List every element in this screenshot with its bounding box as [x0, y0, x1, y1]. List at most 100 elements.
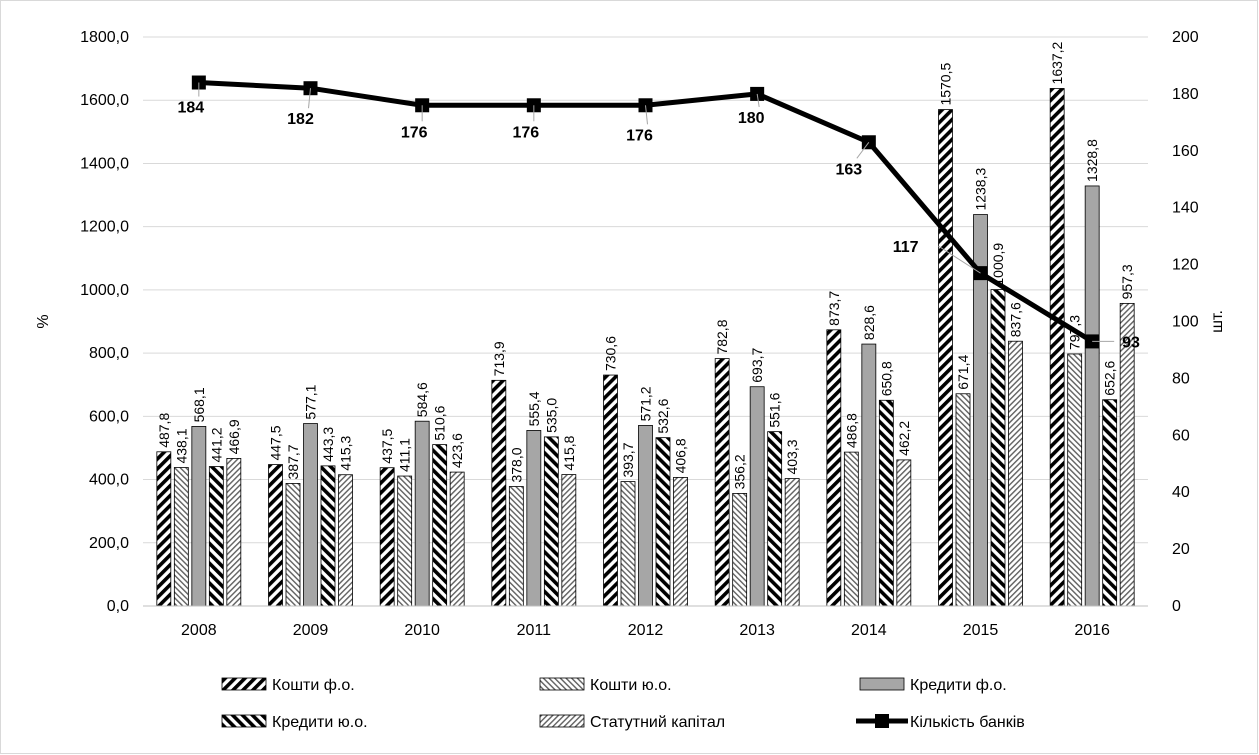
bar: [208, 466, 224, 607]
bar: [226, 458, 242, 607]
bar-value-label: 532,6: [655, 398, 671, 433]
bars-layer: [156, 88, 1135, 607]
bar-value-label: 406,8: [673, 438, 689, 473]
line-label-leader: [645, 105, 648, 125]
y-right-tick-label: 160: [1172, 143, 1199, 160]
bar: [1008, 340, 1023, 607]
bar: [990, 289, 1006, 607]
bar: [432, 444, 448, 607]
bar: [543, 436, 559, 607]
bar: [826, 329, 842, 607]
bar-value-label: 466,9: [226, 419, 242, 454]
y-right-tick-label: 20: [1172, 541, 1190, 558]
bar: [767, 431, 783, 607]
bar-value-label: 693,7: [749, 347, 765, 382]
bar: [784, 478, 800, 607]
bar: [397, 475, 413, 607]
bar: [938, 109, 953, 607]
bar-value-label: 486,8: [843, 413, 859, 448]
y-right-tick-label: 180: [1172, 86, 1199, 103]
y-left-tick-label: 1800,0: [80, 29, 129, 46]
bar: [878, 399, 894, 607]
bar: [320, 465, 336, 607]
bar: [620, 481, 636, 607]
bar-value-label: 438,1: [173, 428, 189, 463]
bar: [173, 467, 189, 607]
bar-value-label: 411,1: [397, 438, 413, 472]
bar-value-label: 713,9: [491, 341, 507, 376]
bar-value-label: 671,4: [955, 355, 971, 390]
bar: [673, 477, 688, 607]
bar: [896, 459, 912, 607]
line-label-leader: [938, 245, 981, 274]
bar-value-label: 447,5: [268, 425, 284, 460]
bank-count-label: 182: [287, 111, 314, 128]
bank-count-label: 93: [1122, 334, 1140, 351]
bar: [861, 343, 877, 607]
bank-count-label: 184: [177, 100, 204, 117]
bar-value-label: 577,1: [303, 384, 319, 419]
legend-label: Кількість банків: [910, 714, 1025, 731]
bank-count-label: 180: [738, 110, 765, 127]
bar-value-label: 571,2: [638, 386, 654, 421]
line-layer: [191, 75, 1115, 349]
bar: [1084, 185, 1100, 607]
bar: [379, 467, 395, 607]
y-left-tick-label: 800,0: [89, 345, 129, 362]
legend-swatch: [221, 677, 267, 691]
legend-marker: [875, 714, 889, 728]
bar-value-label: 487,8: [156, 413, 172, 448]
x-tick-label: 2013: [739, 622, 775, 639]
bar: [732, 493, 748, 607]
y-right-tick-label: 100: [1172, 314, 1199, 331]
bar-value-label: 1570,5: [938, 63, 954, 106]
bank-count-label: 163: [835, 161, 862, 178]
bar-value-label: 378,0: [508, 447, 524, 482]
bar-value-label: 437,5: [379, 428, 395, 463]
bar-value-label: 1328,8: [1084, 139, 1100, 182]
y-left-tick-label: 200,0: [89, 535, 129, 552]
y-right-tick-label: 200: [1172, 29, 1199, 46]
legend-label: Кредити ф.о.: [910, 677, 1007, 694]
line-label-leader: [308, 88, 311, 109]
bar: [561, 474, 577, 607]
bar: [655, 437, 671, 607]
bar-value-label: 443,3: [320, 427, 336, 462]
legend-swatch: [539, 677, 585, 691]
bar: [526, 430, 542, 607]
bar-value-label: 551,6: [767, 392, 783, 427]
bar-value-label: 1000,9: [990, 243, 1006, 286]
x-tick-label: 2012: [628, 622, 664, 639]
bank-count-label: 176: [626, 127, 653, 144]
bar: [508, 486, 524, 607]
bar: [449, 471, 465, 607]
bar-value-label: 797,3: [1067, 315, 1083, 350]
y-left-tick-label: 0,0: [107, 598, 129, 615]
bar-value-label: 510,6: [432, 405, 448, 440]
bar: [268, 464, 283, 607]
y-left-tick-label: 1200,0: [80, 219, 129, 236]
bar-value-label: 393,7: [620, 442, 636, 477]
bar: [955, 393, 971, 607]
y-right-tick-label: 140: [1172, 200, 1199, 217]
data-labels-layer: 487,8 447,5 437,5 713,9 730,6 782,8 873,7 1570,…: [156, 41, 1140, 489]
bar: [1067, 353, 1083, 607]
axis-ticks-layer: 0,0 200,0 400,0 600,0 800,0 1000,0 1200,0 1400,…: [35, 29, 1226, 639]
bar-value-label: 462,2: [896, 421, 912, 456]
bar-value-label: 730,6: [603, 336, 619, 371]
line-label-leader: [856, 141, 870, 159]
y-left-tick-label: 600,0: [89, 408, 129, 425]
bar: [338, 474, 353, 607]
bar-value-label: 873,7: [826, 291, 842, 326]
legend-swatch: [859, 677, 905, 691]
bank-count-label: 117: [893, 239, 919, 256]
y-left-tick-label: 1600,0: [80, 92, 129, 109]
bar-value-label: 423,6: [449, 433, 465, 468]
x-tick-label: 2010: [404, 622, 440, 639]
bank-count-label: 176: [401, 124, 428, 141]
bar: [603, 374, 618, 607]
x-tick-label: 2008: [181, 622, 217, 639]
y-left-tick-label: 1000,0: [80, 282, 129, 299]
bar-value-label: 441,2: [208, 427, 224, 462]
